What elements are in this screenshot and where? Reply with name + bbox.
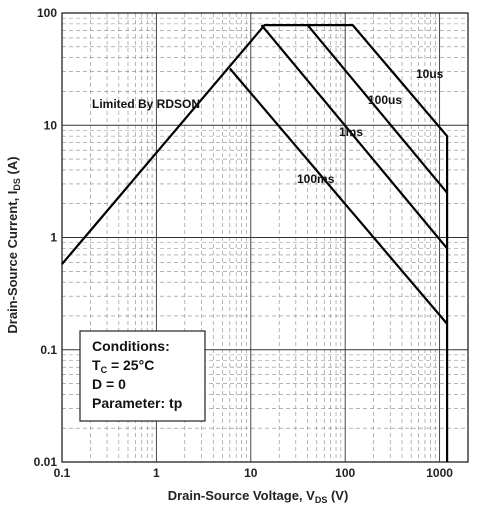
y-tick-labels: 100 10 1 0.1 0.01 [34, 6, 58, 469]
label-10us: 10us [416, 67, 444, 81]
y-axis-label-suffix: (A) [5, 156, 20, 178]
label-1ms: 1ms [339, 125, 363, 139]
conditions-box: Conditions: TC = 25°C D = 0 Parameter: t… [79, 330, 206, 422]
conditions-box-frame [79, 330, 206, 422]
limited-by-rdson-label: Limited By RDSON [92, 97, 200, 111]
x-tick-label-2: 10 [244, 466, 258, 480]
series-1ms [260, 24, 448, 250]
x-tick-label-0: 0.1 [54, 466, 71, 480]
x-axis-label-sub: DS [315, 495, 328, 505]
x-axis-label-suffix: (V) [327, 488, 348, 503]
conditions-tc-prefix: T [92, 357, 101, 373]
series-100ms [229, 67, 448, 325]
x-tick-labels: 0.1 1 10 100 1000 [54, 466, 454, 480]
x-axis-label-main: Drain-Source Voltage, V [168, 488, 315, 503]
y-tick-label-0: 100 [37, 6, 57, 20]
y-tick-label-3: 0.1 [40, 343, 57, 357]
conditions-d: D = 0 [92, 376, 126, 392]
y-tick-label-4: 0.01 [34, 455, 58, 469]
conditions-tc: TC = 25°C [92, 357, 154, 375]
series-10us [61, 24, 449, 462]
series-layer [61, 24, 449, 462]
label-100us: 100us [368, 93, 402, 107]
plot-frame [61, 12, 469, 463]
x-tick-label-4: 1000 [426, 466, 453, 480]
y-axis-label: Drain-Source Current, IDS (A) [5, 156, 22, 333]
label-100ms: 100ms [297, 172, 335, 186]
conditions-param: Parameter: tp [92, 395, 182, 411]
x-tick-label-1: 1 [153, 466, 160, 480]
series-100us [306, 24, 448, 194]
y-axis-label-main: Drain-Source Current, I [5, 191, 20, 334]
y-tick-label-1: 10 [44, 118, 58, 132]
y-axis-label-sub: DS [12, 178, 22, 191]
y-tick-label-2: 1 [50, 231, 57, 245]
conditions-tc-value: = 25°C [107, 357, 154, 373]
x-tick-label-3: 100 [335, 466, 355, 480]
conditions-tc-sub: C [101, 365, 108, 375]
conditions-title: Conditions: [92, 338, 170, 354]
x-axis-label: Drain-Source Voltage, VDS (V) [168, 488, 349, 505]
